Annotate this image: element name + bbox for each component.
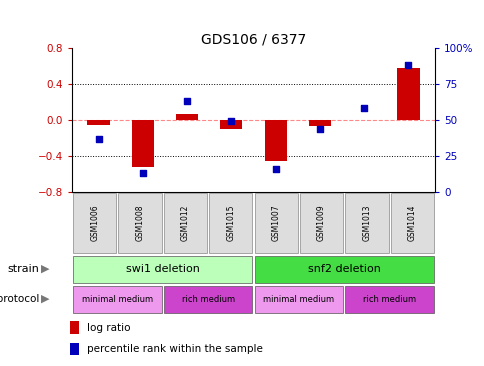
- Text: log ratio: log ratio: [86, 322, 130, 333]
- Text: minimal medium: minimal medium: [263, 295, 334, 303]
- Bar: [209, 193, 252, 253]
- Bar: [70, 343, 79, 355]
- Point: [316, 126, 323, 131]
- Text: snf2 deletion: snf2 deletion: [307, 264, 380, 274]
- Text: GSM1007: GSM1007: [271, 205, 280, 241]
- Text: GSM1006: GSM1006: [90, 205, 99, 241]
- Text: GSM1014: GSM1014: [407, 205, 416, 241]
- Text: percentile rank within the sample: percentile rank within the sample: [86, 344, 262, 354]
- Text: swi1 deletion: swi1 deletion: [125, 264, 199, 274]
- Bar: [70, 321, 79, 333]
- Bar: [390, 193, 433, 253]
- Bar: [73, 255, 252, 283]
- Point: [183, 98, 191, 104]
- Point: [404, 62, 411, 68]
- Bar: [220, 120, 242, 129]
- Point: [271, 166, 279, 172]
- Text: rich medium: rich medium: [181, 295, 234, 303]
- Text: rich medium: rich medium: [363, 295, 415, 303]
- Bar: [132, 120, 153, 167]
- Text: ▶: ▶: [41, 294, 50, 304]
- Point: [360, 105, 367, 111]
- Bar: [345, 285, 433, 313]
- Text: minimal medium: minimal medium: [82, 295, 152, 303]
- Point: [94, 136, 102, 142]
- Text: GSM1009: GSM1009: [317, 205, 325, 241]
- Text: GSM1015: GSM1015: [226, 205, 235, 241]
- Bar: [164, 193, 207, 253]
- Bar: [299, 193, 343, 253]
- Title: GDS106 / 6377: GDS106 / 6377: [200, 33, 305, 47]
- Text: GSM1012: GSM1012: [181, 205, 190, 241]
- Point: [227, 119, 235, 124]
- Bar: [73, 285, 161, 313]
- Bar: [254, 255, 433, 283]
- Bar: [254, 285, 343, 313]
- Bar: [164, 285, 252, 313]
- Text: strain: strain: [8, 264, 40, 274]
- Text: GSM1008: GSM1008: [136, 205, 144, 241]
- Bar: [73, 193, 116, 253]
- Bar: [264, 120, 286, 161]
- Bar: [254, 193, 297, 253]
- Bar: [176, 114, 198, 120]
- Bar: [308, 120, 330, 126]
- Text: ▶: ▶: [41, 264, 50, 274]
- Text: growth protocol: growth protocol: [0, 294, 40, 304]
- Point: [138, 170, 146, 176]
- Bar: [87, 120, 109, 124]
- Bar: [118, 193, 161, 253]
- Text: GSM1013: GSM1013: [362, 205, 371, 241]
- Bar: [396, 68, 419, 120]
- Bar: [345, 193, 388, 253]
